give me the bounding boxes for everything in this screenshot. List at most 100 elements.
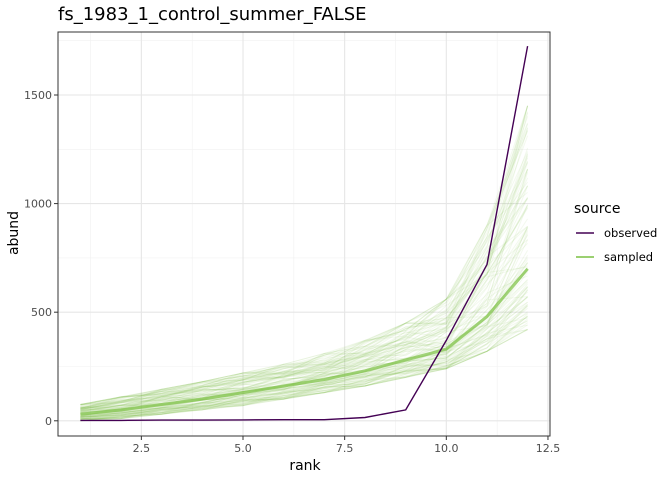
- sampled-draw-line: [80, 313, 528, 420]
- sampled-draw-line: [80, 112, 529, 411]
- sampled-draw-line: [80, 329, 528, 422]
- sampled-draw-line: [80, 296, 528, 418]
- sampled-draw-line: [80, 105, 529, 406]
- sampled-draw-line: [80, 296, 528, 420]
- sampled-draw-line: [80, 225, 528, 413]
- y-tick-label: 1500: [24, 89, 52, 102]
- sampled-draw-line: [80, 105, 529, 408]
- sampled-draw-line: [80, 229, 529, 409]
- sampled-draw-line: [80, 169, 529, 411]
- sampled-draw-line: [80, 197, 528, 414]
- sampled-median-line: [80, 267, 529, 416]
- sampled-draw-line: [80, 192, 528, 405]
- sampled-draw-line: [80, 177, 529, 410]
- sampled-draw-line: [80, 287, 528, 419]
- x-tick-label: 2.5: [133, 442, 151, 455]
- y-tick-label: 500: [31, 306, 52, 319]
- sampled-draw-line: [80, 328, 528, 420]
- sampled-draw-line: [80, 296, 528, 418]
- sampled-draw-line: [80, 315, 528, 420]
- sampled-draw-line: [80, 278, 528, 417]
- sampled-draw-line: [80, 303, 528, 420]
- sampled-draw-line: [80, 105, 529, 410]
- sampled-draw-line: [80, 317, 528, 420]
- sampled-draw-line: [80, 311, 528, 418]
- sampled-draw-line: [80, 261, 529, 417]
- sampled-draw-line: [80, 305, 528, 419]
- sampled-draw-line: [80, 324, 528, 422]
- x-tick-label: 12.5: [536, 442, 561, 455]
- plot-border: [57, 31, 551, 437]
- sampled-draw-line: [80, 161, 529, 409]
- observed-series: [80, 45, 529, 422]
- sampled-draw-line: [80, 122, 529, 405]
- sampled-draw-line: [80, 329, 528, 419]
- sampled-draw-line: [80, 169, 529, 405]
- sampled-draw-line: [80, 147, 529, 406]
- sampled-draw-line: [80, 151, 529, 410]
- y-axis: 0 500 1000 1500: [24, 89, 58, 428]
- sampled-draw-line: [80, 129, 529, 405]
- sampled-draw-line: [80, 234, 529, 410]
- sampled-draw-line: [80, 105, 529, 405]
- sampled-draw-line: [80, 320, 528, 420]
- sampled-draw-line: [80, 315, 528, 420]
- sampled-draw-line: [80, 304, 528, 421]
- sampled-draw-line: [80, 135, 529, 411]
- gridlines: [58, 32, 550, 436]
- sampled-draw-line: [80, 197, 529, 409]
- sampled-draw-line: [80, 315, 528, 422]
- sampled-draw-line: [80, 259, 529, 411]
- sampled-draw-line: [80, 242, 528, 408]
- sampled-draw-line: [80, 291, 528, 419]
- sampled-draw-line: [80, 304, 528, 422]
- sampled-draw-line: [80, 197, 528, 409]
- sampled-draw-line: [80, 127, 529, 407]
- sampled-draw-line: [80, 227, 529, 410]
- sampled-draw-line: [80, 329, 528, 422]
- sampled-draw-line: [80, 168, 529, 409]
- sampled-draw-line: [80, 116, 529, 405]
- sampled-draw-line: [80, 254, 529, 418]
- sampled-draw-line: [80, 329, 528, 420]
- sampled-draw-line: [80, 111, 529, 409]
- sampled-draw-line: [80, 169, 529, 413]
- sampled-draw-line: [80, 105, 529, 409]
- sampled-draw-line: [80, 185, 529, 405]
- chart-title: fs_1983_1_control_summer_FALSE: [58, 4, 367, 25]
- sampled-draw-line: [80, 171, 529, 412]
- sampled-draw-line: [80, 316, 528, 422]
- sampled-draw-line: [80, 198, 529, 411]
- sampled-draw-line: [80, 301, 528, 417]
- sampled-draw-line: [80, 218, 529, 409]
- sampled-draw-line: [80, 322, 528, 420]
- sampled-draw-line: [80, 307, 528, 418]
- sampled-draw-line: [80, 320, 528, 421]
- sampled-draw-line: [80, 131, 529, 406]
- sampled-draw-line: [80, 286, 528, 418]
- observed-line: [80, 45, 529, 422]
- sampled-draw-line: [80, 205, 529, 410]
- y-tick-label: 1000: [24, 198, 52, 211]
- sampled-draw-line: [80, 329, 528, 420]
- sampled-draw-line: [80, 123, 529, 409]
- sampled-draw-line: [80, 128, 529, 407]
- sampled-draw-line: [80, 289, 528, 418]
- sampled-draw-line: [80, 288, 529, 421]
- sampled-draw-line: [80, 239, 528, 412]
- sampled-draw-line: [80, 305, 528, 418]
- sampled-draw-line: [80, 301, 528, 415]
- sampled-draw-line: [80, 185, 529, 409]
- plot-background: [58, 32, 550, 436]
- sampled-draw-line: [80, 231, 529, 413]
- sampled-draw-line: [80, 181, 529, 408]
- sampled-draw-line: [80, 289, 529, 420]
- sampled-draw-line: [80, 155, 529, 411]
- x-tick-label: 10.0: [434, 442, 459, 455]
- legend-title: source: [574, 201, 621, 217]
- x-axis: 2.5 5.0 7.5 10.0 12.5: [133, 436, 561, 455]
- legend: source observed sampled: [574, 201, 657, 264]
- sampled-draw-line: [80, 262, 529, 418]
- sampled-draw-line: [80, 105, 529, 405]
